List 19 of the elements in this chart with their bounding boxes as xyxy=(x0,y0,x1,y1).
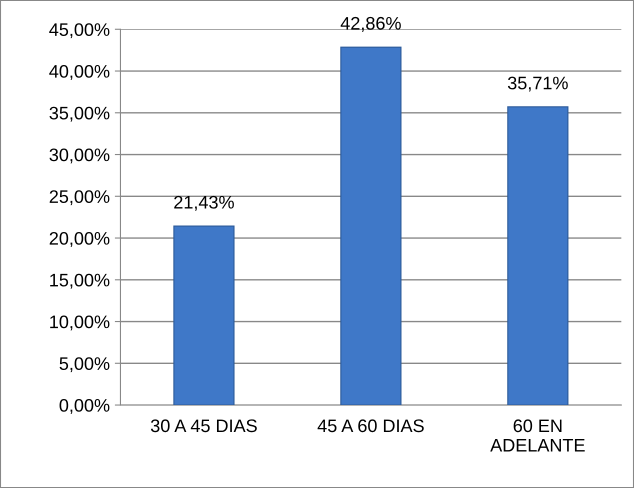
y-tick-label: 25,00% xyxy=(50,190,110,206)
data-label: 21,43% xyxy=(174,196,234,211)
y-tick-label: 15,00% xyxy=(50,274,110,289)
y-tick-label: 20,00% xyxy=(50,232,110,247)
x-tick-label: 45 A 60 DIAS xyxy=(318,419,424,432)
data-label: 42,86% xyxy=(340,16,401,32)
y-tick-label: 10,00% xyxy=(50,315,110,330)
y-tick-label: 30,00% xyxy=(50,148,110,164)
y-tick-label: 40,00% xyxy=(49,64,110,80)
x-tick-label: 60 EN ADELANTE xyxy=(490,419,585,452)
bar xyxy=(340,46,402,406)
y-tick-label: 35,00% xyxy=(50,106,110,122)
x-tick-label: 30 A 45 DIAS xyxy=(150,419,257,432)
y-tick-label: 0,00% xyxy=(60,398,110,414)
data-label: 35,71% xyxy=(508,76,568,92)
y-tick-label: 45,00% xyxy=(49,23,110,38)
bar xyxy=(173,226,235,406)
y-tick-label: 5,00% xyxy=(60,357,110,372)
bar xyxy=(507,106,568,406)
